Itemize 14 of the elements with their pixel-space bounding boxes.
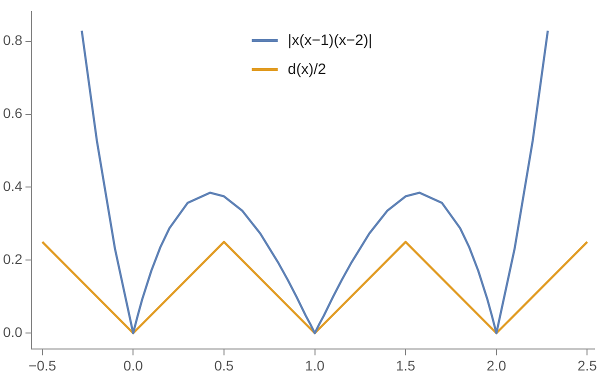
y-tick-label: 0.4: [2, 178, 23, 194]
x-tick-label: 1.0: [305, 357, 325, 374]
legend-label: d(x)/2: [288, 61, 326, 78]
y-tick-label: 0.2: [2, 251, 23, 268]
x-tick-label: 0.5: [214, 357, 234, 374]
x-tick-label: 0.0: [123, 357, 144, 374]
y-tick-label: 0.8: [2, 32, 23, 48]
y-tick-label: 0.0: [2, 324, 23, 340]
x-tick-label: −0.5: [28, 357, 56, 374]
x-tick-label: 2.0: [486, 357, 506, 374]
x-tick-label: 1.5: [396, 357, 416, 374]
legend-label: |x(x−1)(x−2)|: [288, 32, 372, 49]
y-tick-label: 0.6: [2, 105, 23, 122]
x-tick-label: 2.5: [577, 357, 598, 374]
